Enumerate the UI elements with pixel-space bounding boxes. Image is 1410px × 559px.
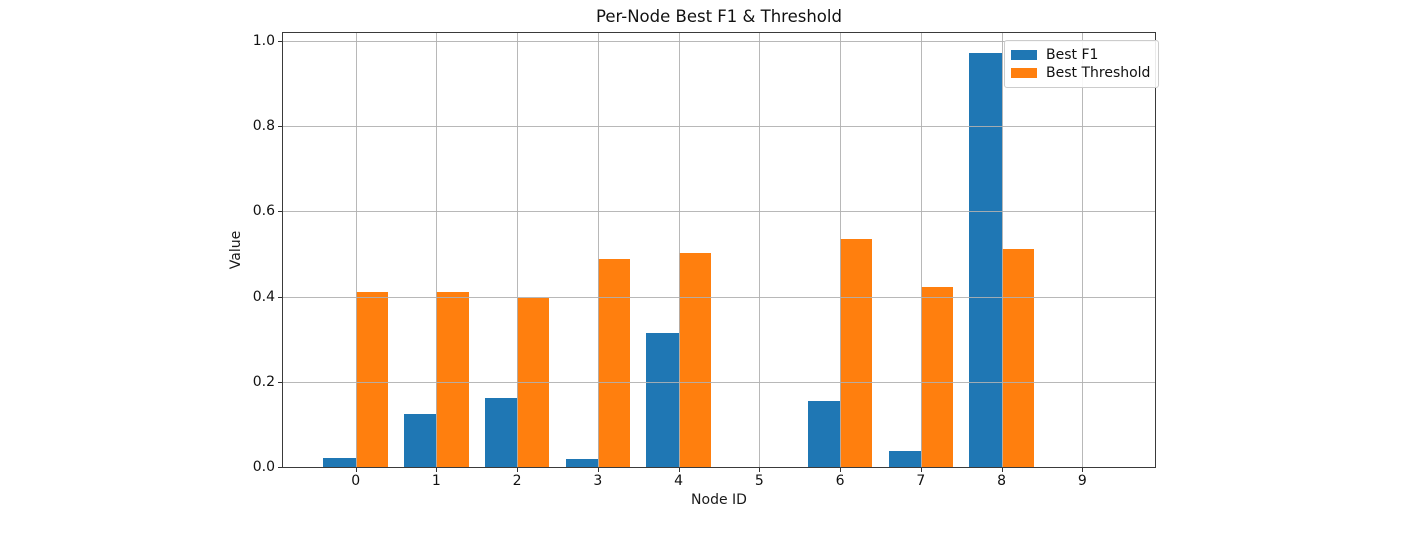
- xtick-mark-1: [436, 468, 438, 472]
- bar-best-threshold-node-7: [920, 286, 954, 467]
- grid-layer: [283, 33, 1155, 467]
- xtick-label-7: 7: [916, 473, 926, 489]
- xtick-mark-2: [517, 468, 519, 472]
- gridline-y-0.2: [283, 381, 1155, 383]
- ytick-mark-1.0: [278, 40, 282, 42]
- legend-swatch-best-f1: [1011, 50, 1037, 60]
- gridline-x-9: [1082, 33, 1084, 467]
- xtick-label-3: 3: [593, 473, 603, 489]
- xtick-label-4: 4: [674, 473, 684, 489]
- axes: [282, 32, 1156, 468]
- xtick-label-9: 9: [1077, 473, 1087, 489]
- bar-best-f1-node-6: [807, 400, 841, 467]
- bar-best-f1-node-4: [646, 332, 679, 467]
- gridline-x-2: [517, 33, 519, 467]
- ytick-mark-0.8: [278, 125, 282, 127]
- gridline-x-1: [436, 33, 438, 467]
- xtick-mark-5: [759, 468, 761, 472]
- bar-best-f1-node-8: [969, 52, 1002, 467]
- gridline-y-0.6: [283, 211, 1155, 213]
- gridline-x-5: [759, 33, 761, 467]
- xtick-mark-3: [597, 468, 599, 472]
- legend-item-best-threshold: Best Threshold: [1011, 64, 1150, 82]
- gridline-y-1.0: [283, 40, 1155, 42]
- y-axis-label: Value: [228, 230, 244, 270]
- xtick-label-0: 0: [351, 473, 361, 489]
- xtick-label-1: 1: [431, 473, 441, 489]
- xtick-mark-9: [1082, 468, 1084, 472]
- bar-best-f1-node-2: [484, 397, 518, 467]
- legend: Best F1 Best Threshold: [1004, 40, 1160, 88]
- bar-best-threshold-node-0: [355, 291, 388, 467]
- gridline-x-3: [597, 33, 599, 467]
- gridline-x-6: [840, 33, 842, 467]
- bar-best-threshold-node-8: [1001, 249, 1034, 467]
- ytick-label-1.0: 1.0: [252, 32, 275, 49]
- gridline-x-4: [678, 33, 680, 467]
- bar-best-f1-node-3: [565, 459, 598, 467]
- x-axis-label: Node ID: [691, 492, 747, 508]
- xtick-label-8: 8: [997, 473, 1007, 489]
- legend-label-best-f1: Best F1: [1046, 47, 1099, 63]
- gridline-x-7: [920, 33, 922, 467]
- bar-best-f1-node-7: [888, 451, 921, 467]
- xtick-label-6: 6: [835, 473, 845, 489]
- xtick-label-2: 2: [512, 473, 522, 489]
- gridline-x-0: [355, 33, 357, 467]
- gridline-x-8: [1001, 33, 1003, 467]
- legend-item-best-f1: Best F1: [1011, 46, 1150, 64]
- ytick-mark-0.2: [278, 381, 282, 383]
- ytick-label-0.2: 0.2: [252, 373, 275, 390]
- ytick-mark-0.6: [278, 211, 282, 213]
- xtick-mark-6: [840, 468, 842, 472]
- bar-best-threshold-node-3: [597, 259, 631, 467]
- bar-best-threshold-node-6: [840, 239, 873, 467]
- xtick-mark-4: [678, 468, 680, 472]
- gridline-y-0.4: [283, 296, 1155, 298]
- ytick-label-0.4: 0.4: [252, 288, 275, 305]
- xtick-mark-0: [355, 468, 357, 472]
- bar-best-threshold-node-1: [436, 291, 469, 467]
- bar-best-f1-node-1: [404, 413, 437, 467]
- bar-best-threshold-node-4: [678, 252, 711, 467]
- legend-label-best-threshold: Best Threshold: [1046, 65, 1151, 81]
- chart-title: Per-Node Best F1 & Threshold: [596, 7, 842, 26]
- xtick-mark-8: [1001, 468, 1003, 472]
- gridline-y-0.8: [283, 125, 1155, 127]
- ytick-mark-0.0: [278, 467, 282, 468]
- ytick-label-0.6: 0.6: [252, 203, 275, 220]
- xtick-label-5: 5: [754, 473, 764, 489]
- ytick-label-0.0: 0.0: [252, 459, 275, 475]
- bar-best-f1-node-0: [323, 457, 356, 467]
- ytick-label-0.8: 0.8: [252, 117, 275, 134]
- xtick-mark-7: [920, 468, 922, 472]
- ytick-mark-0.4: [278, 296, 282, 298]
- bars-layer: [283, 33, 1155, 467]
- legend-swatch-best-threshold: [1011, 68, 1037, 78]
